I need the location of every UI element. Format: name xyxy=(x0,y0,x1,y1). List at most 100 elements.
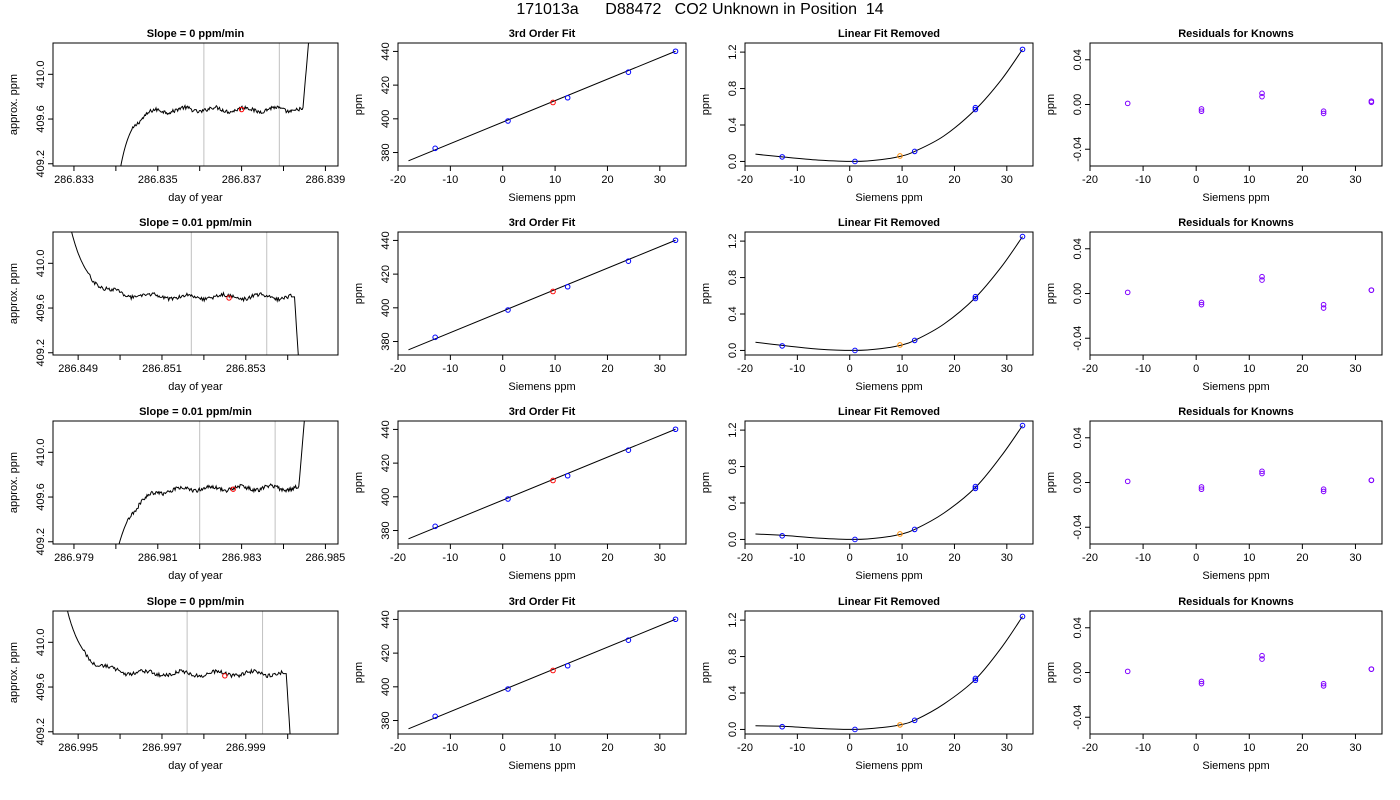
plot-frame xyxy=(744,42,1034,167)
known-point xyxy=(972,104,979,111)
y-tick-label: 409.6 xyxy=(35,673,47,701)
known-point xyxy=(972,675,979,682)
x-tick-label: -20 xyxy=(1082,174,1098,186)
known-point xyxy=(1019,233,1026,240)
known-point xyxy=(564,94,571,101)
plot-area xyxy=(755,49,1023,162)
residual-point xyxy=(1320,683,1327,689)
residual-point xyxy=(1198,299,1205,306)
residual-point xyxy=(1320,108,1327,115)
plot-area xyxy=(408,618,676,730)
residual-point xyxy=(1259,470,1265,477)
plot-area xyxy=(755,616,1023,730)
x-tick-label: 30 xyxy=(1001,174,1013,186)
residual-point xyxy=(1124,289,1131,296)
panel-title: Residuals for Knowns xyxy=(1178,217,1294,229)
residual-point xyxy=(1320,110,1327,117)
known-point xyxy=(505,686,511,692)
plot-frame xyxy=(1089,42,1383,167)
y-tick-label: 1.2 xyxy=(727,422,739,437)
y-tick-label: 440 xyxy=(380,420,392,438)
x-axis-label: day of year xyxy=(168,192,223,204)
residual-point xyxy=(1320,680,1327,687)
fit-line xyxy=(408,618,676,730)
known-point xyxy=(505,307,511,313)
x-tick-label: -20 xyxy=(1082,742,1098,754)
y-tick-label: 440 xyxy=(380,610,392,628)
panel-title: 3rd Order Fit xyxy=(509,406,576,418)
residual-point xyxy=(1124,100,1131,107)
y-tick-label: 420 xyxy=(380,76,392,94)
known-point xyxy=(911,526,918,533)
known-point xyxy=(672,426,679,433)
x-tick-label: 286.995 xyxy=(58,742,98,754)
chart-panel: Residuals for Knowns -20 -10 0 10 20 30 -0.04 0.… xyxy=(1045,596,1383,772)
x-tick-label: -20 xyxy=(1082,552,1098,564)
y-axis-label: ppm xyxy=(1045,283,1057,304)
measurement-trace xyxy=(120,43,310,166)
y-tick-label: 0.00 xyxy=(1072,94,1084,115)
y-tick-label: 0.0 xyxy=(727,722,739,737)
x-axis-label: Siemens ppm xyxy=(855,381,922,393)
chart-panel: Slope = 0.01 ppm/min 286.979 286.981 286.98… xyxy=(8,406,345,582)
fit-line xyxy=(408,239,676,351)
y-tick-label: 420 xyxy=(380,644,392,662)
known-point xyxy=(672,48,679,55)
x-tick-label: -20 xyxy=(737,174,753,186)
y-tick-label: 380 xyxy=(380,521,392,539)
x-tick-label: 286.979 xyxy=(54,552,94,564)
chart-panel: Residuals for Knowns -20 -10 0 10 20 30 -0.04 0.… xyxy=(1045,406,1383,582)
x-tick-label: -20 xyxy=(390,742,406,754)
residual-point xyxy=(1198,301,1205,308)
known-point xyxy=(911,148,918,155)
x-axis-label: day of year xyxy=(168,570,223,582)
x-tick-label: 0 xyxy=(500,742,506,754)
y-axis-label: ppm xyxy=(700,94,712,115)
x-axis-label: Siemens ppm xyxy=(855,192,922,204)
x-tick-label: -10 xyxy=(789,363,805,375)
y-tick-label: 380 xyxy=(380,711,392,729)
x-tick-label: 0 xyxy=(847,363,853,375)
y-tick-label: 410.0 xyxy=(35,250,47,278)
y-tick-label: 0.04 xyxy=(1072,49,1084,70)
plot-area xyxy=(67,611,291,734)
x-axis-label: Siemens ppm xyxy=(508,381,575,393)
plot-area xyxy=(755,425,1023,540)
x-tick-label: 30 xyxy=(1349,552,1361,564)
sample-marker xyxy=(226,295,232,301)
x-tick-label: 30 xyxy=(1349,174,1361,186)
x-tick-label: -10 xyxy=(442,742,458,754)
known-point xyxy=(625,447,632,453)
y-axis-label: approx. ppm xyxy=(8,642,20,703)
known-point xyxy=(625,637,632,643)
panel-title: Slope = 0.01 ppm/min xyxy=(139,406,252,418)
panel-title: Linear Fit Removed xyxy=(838,217,940,229)
x-tick-label: 30 xyxy=(1001,363,1013,375)
x-tick-label: 0 xyxy=(1193,552,1199,564)
x-tick-label: 20 xyxy=(948,174,960,186)
x-tick-label: 286.849 xyxy=(58,363,98,375)
plot-frame xyxy=(397,42,687,167)
plot-frame xyxy=(52,42,339,167)
plot-frame xyxy=(397,231,687,356)
y-tick-label: 400 xyxy=(380,678,392,696)
measurement-trace xyxy=(71,232,299,355)
plot-frame xyxy=(52,420,339,545)
x-tick-label: 20 xyxy=(601,174,613,186)
x-tick-label: 286.985 xyxy=(306,552,346,564)
known-point xyxy=(852,726,858,733)
known-point xyxy=(779,533,785,539)
x-tick-label: -10 xyxy=(442,552,458,564)
residual-point xyxy=(1198,678,1205,685)
y-tick-label: 409.6 xyxy=(35,483,47,511)
plot-frame xyxy=(1089,610,1383,735)
residual-point xyxy=(1124,478,1131,485)
x-tick-label: 10 xyxy=(1243,174,1255,186)
y-axis-label: ppm xyxy=(353,662,365,683)
chart-panel: Linear Fit Removed -20 -10 0 10 20 30 0.0 0.4 0.8… xyxy=(700,596,1034,772)
known-point xyxy=(852,347,858,354)
x-tick-label: 286.981 xyxy=(138,552,178,564)
y-tick-label: 0.8 xyxy=(727,270,739,285)
known-point xyxy=(564,283,571,290)
y-axis-label: approx. ppm xyxy=(8,74,20,135)
